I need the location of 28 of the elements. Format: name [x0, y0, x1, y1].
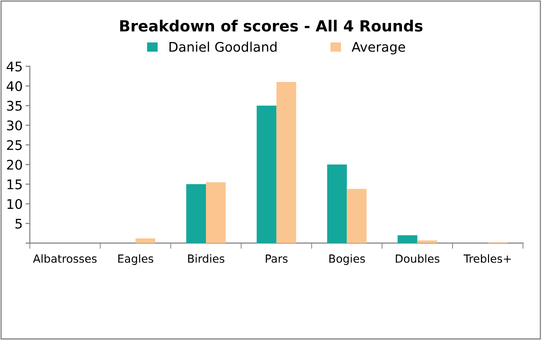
- bar: [186, 184, 206, 244]
- y-tick-label: 20: [7, 160, 22, 170]
- x-tick-label: Birdies: [188, 254, 224, 263]
- chart-title: Breakdown of scores - All 4 Rounds: [120, 20, 422, 32]
- x-tick-label: Pars: [266, 254, 288, 263]
- bar: [276, 82, 296, 244]
- y-tick-label: 10: [8, 199, 22, 210]
- bar: [327, 164, 347, 244]
- legend-label: Average: [352, 42, 406, 54]
- y-tick-label: 25: [7, 140, 22, 150]
- bar: [398, 235, 418, 244]
- x-tick-label: Bogies: [329, 254, 365, 265]
- y-tick-label: 15: [8, 180, 22, 190]
- x-tick-label: Doubles: [396, 254, 440, 263]
- y-tick-label: 30: [7, 120, 22, 130]
- bar: [206, 182, 226, 244]
- x-tick-label: Trebles+: [464, 254, 511, 263]
- bar: [256, 106, 276, 244]
- y-tick-label: 45: [6, 62, 22, 72]
- y-tick-label: 35: [7, 100, 22, 111]
- legend-label: Daniel Goodland: [169, 42, 276, 52]
- bar: [346, 188, 367, 244]
- y-tick-label: 5: [15, 218, 22, 229]
- x-tick-label: Eagles: [118, 254, 154, 265]
- bar: [417, 240, 438, 244]
- y-tick-label: 40: [6, 81, 22, 92]
- bar: [136, 238, 156, 244]
- x-tick-label: Albatrosses: [33, 254, 97, 263]
